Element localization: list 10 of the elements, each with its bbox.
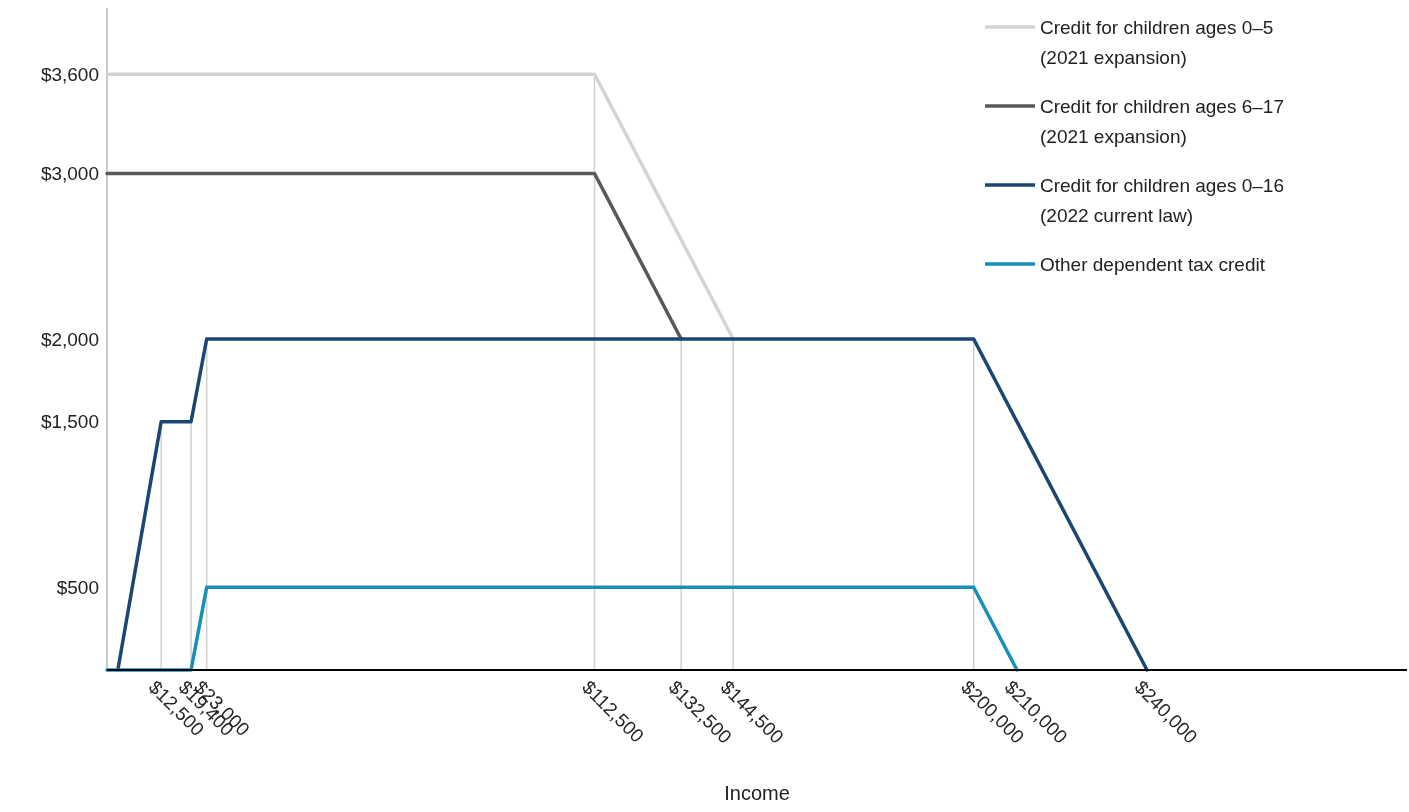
- legend-label: Credit for children ages 6–17 (2021 expansion): [1040, 95, 1284, 147]
- legend-label: Other dependent tax credit: [1040, 253, 1266, 275]
- y-tick-label: $3,000: [40, 163, 99, 184]
- x-axis-title: Income: [724, 782, 790, 804]
- y-tick-label: $1,500: [40, 411, 99, 433]
- y-tick-label: $3,600: [40, 63, 99, 85]
- y-tick-label: $2,000: [40, 328, 99, 350]
- y-tick-label: $500: [56, 576, 99, 598]
- legend-label: Credit for children ages 0–5 (2021 expansion): [1040, 16, 1274, 68]
- legend-label: Credit for children ages 0–16 (2022 current law): [1040, 174, 1284, 226]
